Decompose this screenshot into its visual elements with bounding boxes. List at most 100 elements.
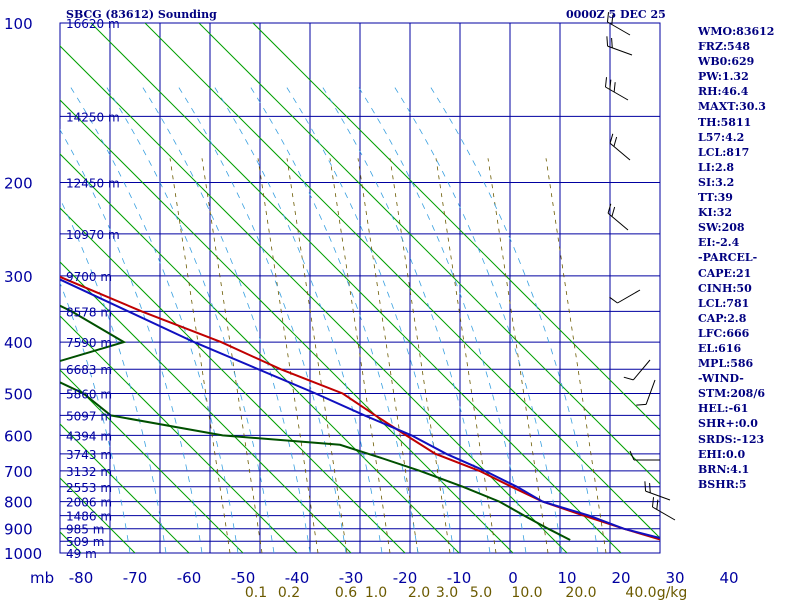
index-line: EL:616	[698, 341, 742, 355]
index-line: BRN:4.1	[698, 462, 750, 476]
isotherm-line	[60, 153, 460, 553]
index-line: MAXT:30.3	[698, 100, 766, 114]
pressure-tick-label: 200	[4, 175, 33, 193]
mixing-ratio-line	[389, 158, 451, 553]
index-line: LCL:817	[698, 145, 750, 159]
mixing-ratio-lines	[169, 158, 607, 553]
isotherm-line	[90, 23, 622, 553]
height-label: 2553 m	[66, 481, 112, 495]
height-label: 7590 m	[66, 336, 112, 350]
isotherm-line	[60, 45, 568, 553]
mixing-ratio-label: 0.2	[278, 585, 300, 600]
index-line: LI:2.8	[698, 160, 735, 174]
index-line: BSHR:5	[698, 477, 747, 491]
x-axis-unit-label: mb	[30, 569, 54, 587]
wind-barb	[636, 379, 656, 406]
height-label: 5860 m	[66, 387, 112, 401]
mixing-ratio-line	[545, 158, 607, 553]
height-label: 49 m	[66, 547, 97, 561]
wind-barb	[606, 12, 631, 36]
moist-adiabat-line	[60, 128, 203, 553]
wind-barb	[609, 133, 631, 161]
temperature-tick-label: 40	[719, 569, 738, 587]
height-label: 6683 m	[66, 363, 112, 377]
moist-adiabat-line	[283, 82, 455, 553]
temperature-tick-label: -70	[123, 569, 148, 587]
mixing-ratio-label: 40.0	[625, 585, 656, 600]
index-line: LFC:666	[698, 326, 750, 340]
index-line: LCL:781	[698, 296, 750, 310]
moist-adiabat-line	[67, 82, 239, 553]
index-line: TH:5811	[698, 115, 752, 129]
mixing-ratio-label: 10.0	[511, 585, 542, 600]
height-label: 12450 m	[66, 177, 120, 191]
index-line: SRDS:-123	[698, 432, 765, 446]
wind-barb	[607, 203, 629, 231]
index-line: CAP:2.8	[698, 311, 747, 325]
isotherm-line	[60, 369, 244, 553]
index-line: FRZ:548	[698, 40, 751, 54]
chart-title: SBCG (83612) Sounding	[66, 8, 217, 21]
height-label: 3132 m	[66, 465, 112, 479]
temperature-tick-label: 0	[508, 569, 518, 587]
mixing-ratio-line	[286, 158, 348, 553]
pressure-tick-label: 700	[4, 463, 33, 481]
isotherm-line	[60, 315, 298, 553]
mixing-ratio-label: 5.0	[470, 585, 492, 600]
pressure-tick-label: 500	[4, 385, 33, 403]
wind-barb	[651, 497, 676, 521]
mixing-ratio-line	[329, 158, 391, 553]
wind-barb	[609, 289, 641, 304]
index-line: CINH:50	[698, 281, 752, 295]
index-line: RH:46.4	[698, 85, 749, 99]
moist-adiabat-line	[175, 82, 347, 553]
mixing-ratio-label: 1.0	[365, 585, 387, 600]
height-label: 1486 m	[66, 510, 112, 524]
height-label: 9700 m	[66, 270, 112, 284]
temperature-tick-label: -10	[447, 569, 472, 587]
moist-adiabat-line	[427, 82, 599, 553]
temperature-tick-label: -20	[393, 569, 418, 587]
mixing-ratio-line	[435, 158, 497, 553]
height-label: 14250 m	[66, 110, 120, 124]
moist-adiabat-line	[60, 281, 131, 553]
isotherm-line	[144, 23, 660, 539]
isotherm-line	[60, 261, 352, 553]
isotherm-line	[60, 423, 190, 553]
index-line: CAPE:21	[698, 266, 752, 280]
stability-indices-panel: WMO:83612 FRZ:548 WB0:629 PW:1.32 RH:46.4 MAX…	[698, 24, 774, 492]
index-line: SHR+:0.0	[698, 417, 758, 431]
pressure-grid	[59, 22, 661, 554]
index-line: KI:32	[698, 206, 733, 220]
pressure-tick-label: 300	[4, 268, 33, 286]
moist-adiabat-line	[60, 197, 167, 553]
index-line: WMO:83612	[698, 25, 775, 38]
height-label: 3743 m	[66, 448, 112, 462]
temperature-tick-label: -50	[231, 569, 256, 587]
height-label: 4394 m	[66, 429, 112, 443]
pressure-tick-label: 1000	[4, 545, 42, 563]
mixing-ratio-line	[201, 158, 263, 553]
mixing-ratio-label: 0.6	[335, 585, 357, 600]
parcel-line	[60, 278, 660, 540]
index-line: EI:-2.4	[698, 236, 740, 250]
mixing-ratio-line	[487, 158, 549, 553]
index-line: EHI:0.0	[698, 447, 746, 461]
temperature-tick-label: -40	[285, 569, 310, 587]
moist-adiabat-line	[247, 82, 419, 553]
temperature-tick-label: -30	[339, 569, 364, 587]
pressure-tick-label: 900	[4, 521, 33, 539]
height-label: 10970 m	[66, 228, 120, 242]
sounding-series	[60, 275, 660, 541]
height-label: 5097 m	[66, 409, 112, 423]
pressure-tick-label: 600	[4, 427, 33, 445]
mixing-ratio-label: 0.1	[245, 585, 267, 600]
pressure-tick-label: 100	[4, 15, 33, 33]
wind-barb	[606, 36, 633, 56]
index-line: -WIND-	[698, 372, 744, 386]
mixing-ratio-label: 20.0	[565, 585, 596, 600]
temperature-tick-label: -80	[69, 569, 94, 587]
height-label: 509 m	[66, 535, 104, 549]
